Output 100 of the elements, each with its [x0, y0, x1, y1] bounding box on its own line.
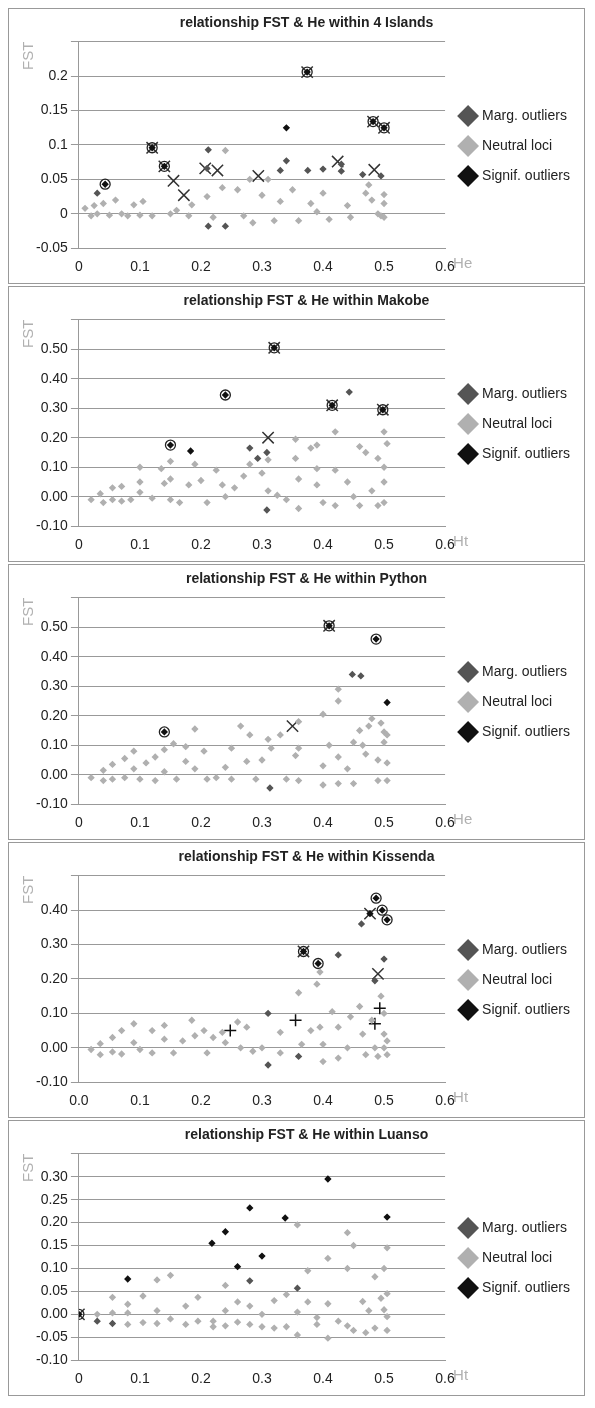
point [344, 1044, 351, 1052]
x-tick-label: 0 [75, 814, 84, 831]
point [258, 1252, 266, 1260]
point [264, 487, 272, 495]
point [304, 1298, 312, 1306]
point [118, 497, 125, 505]
x-tick-label: 0.1 [130, 536, 150, 553]
point [136, 478, 144, 486]
legend-label: Marg. outliers [482, 940, 567, 957]
x-tick-label: 0.3 [252, 258, 272, 275]
y-tick-label: 0.00 [40, 1038, 69, 1055]
point [139, 198, 147, 205]
point [380, 478, 388, 486]
point [283, 157, 290, 165]
point [292, 455, 299, 462]
y-tick-label: 0.20 [40, 1213, 69, 1230]
point [380, 1030, 388, 1038]
x-tick-label: 0.4 [313, 258, 333, 275]
point [377, 172, 385, 180]
point [294, 1221, 301, 1229]
point [153, 1320, 161, 1327]
point [130, 1039, 138, 1046]
point [249, 219, 257, 227]
point [93, 210, 101, 218]
point [345, 388, 353, 396]
point [380, 955, 388, 963]
y-tick-label: -0.05 [35, 239, 69, 256]
point [161, 1022, 168, 1029]
point [240, 472, 248, 480]
point [264, 1010, 272, 1017]
point [270, 1324, 278, 1332]
legend-label: Marg. outliers [482, 662, 567, 679]
point [139, 1319, 147, 1326]
point [264, 1061, 272, 1069]
point [334, 1317, 342, 1325]
point [328, 1008, 336, 1016]
chart-title: relationship FST & He within Luanso [184, 1126, 429, 1143]
chart-title: relationship FST & He within Makobe [183, 292, 430, 309]
point [273, 491, 281, 499]
point [319, 1041, 327, 1048]
point [362, 1051, 370, 1059]
point [124, 212, 132, 220]
point [368, 1016, 376, 1024]
y-axis-title: FST [19, 875, 37, 904]
point [368, 196, 376, 204]
point [350, 1242, 357, 1249]
y-tick-label: 0.10 [40, 1259, 69, 1276]
point [276, 167, 284, 174]
point [200, 1027, 208, 1034]
point [313, 1321, 321, 1328]
x-tick-label: 0.2 [191, 536, 211, 553]
x-tick-label: 0.5 [374, 1092, 394, 1109]
point [109, 484, 116, 492]
point [276, 198, 284, 205]
point [118, 1050, 125, 1058]
x-tick-label: 0.4 [313, 536, 333, 553]
point [191, 1032, 199, 1040]
point [313, 441, 321, 449]
point [231, 484, 238, 492]
point [251, 169, 265, 183]
y-tick-label: 0.40 [40, 647, 69, 664]
legend-label: Signif. outliers [482, 444, 571, 461]
point [234, 1263, 241, 1270]
legend-label: Neutral loci [482, 136, 553, 153]
point [383, 1051, 391, 1059]
point [286, 719, 299, 733]
point [380, 428, 388, 436]
point [350, 493, 357, 501]
point [167, 496, 174, 504]
point [307, 200, 315, 207]
x-tick-label: 0.1 [130, 1370, 150, 1387]
point [380, 463, 388, 471]
point [96, 1040, 104, 1048]
x-tick-label: 0.3 [252, 1092, 272, 1109]
point [264, 176, 272, 183]
y-axis-title: FST [19, 1153, 37, 1182]
point [368, 487, 376, 495]
legend-label: Signif. outliers [482, 722, 571, 739]
point [187, 447, 194, 455]
x-tick-label: 0.4 [313, 1370, 333, 1387]
x-tick-label: 0.1 [130, 258, 150, 275]
point [344, 202, 351, 209]
point [148, 212, 156, 220]
point [118, 483, 125, 490]
point [365, 181, 373, 189]
point [153, 1276, 161, 1284]
point [373, 1001, 387, 1015]
point [254, 455, 262, 462]
point [380, 191, 388, 198]
x-tick-label: 0.3 [252, 814, 272, 831]
point [383, 1244, 391, 1252]
point [222, 1282, 229, 1289]
point [209, 1034, 217, 1041]
point [96, 490, 104, 498]
point [161, 480, 168, 487]
point [167, 210, 174, 218]
point [148, 1049, 156, 1057]
x-tick-label: 0.5 [374, 536, 394, 553]
y-axis-title: FST [19, 319, 37, 348]
point [246, 1277, 254, 1285]
